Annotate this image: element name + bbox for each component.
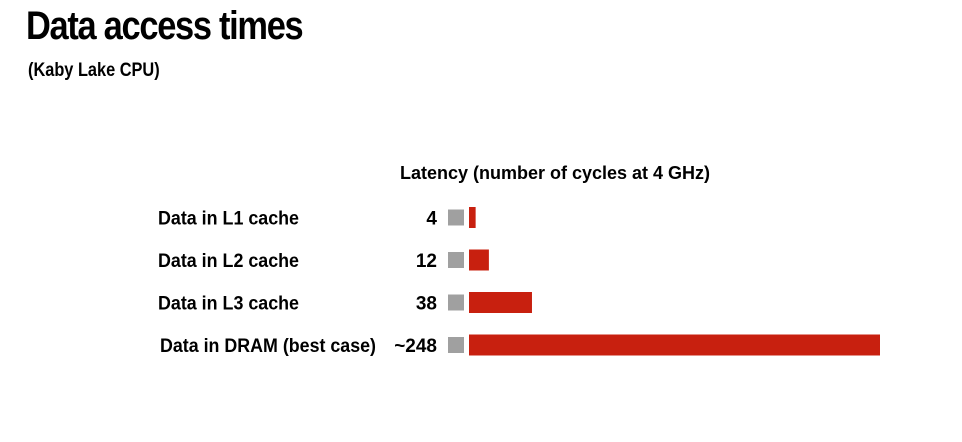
value-label: 4 bbox=[426, 209, 437, 230]
row-marker bbox=[448, 252, 464, 268]
category-label: Data in L3 cache bbox=[158, 294, 299, 315]
latency-bar bbox=[469, 334, 880, 356]
category-label: Data in L1 cache bbox=[158, 209, 299, 230]
value-label: 12 bbox=[416, 251, 437, 272]
latency-bar bbox=[469, 292, 532, 313]
slide-subtitle: (Kaby Lake CPU) bbox=[28, 60, 160, 81]
latency-bar bbox=[469, 207, 476, 228]
value-label: ~248 bbox=[394, 336, 437, 357]
row-marker bbox=[448, 294, 464, 311]
latency-axis-label: Latency (number of cycles at 4 GHz) bbox=[400, 163, 710, 183]
slide-title: Data access times bbox=[26, 4, 304, 48]
chart-rows: Data in L1 cache 4 Data in L2 cache 12 Data … bbox=[158, 207, 880, 357]
category-label: Data in DRAM (best case) bbox=[160, 336, 376, 357]
latency-bar bbox=[469, 249, 489, 271]
category-label: Data in L2 cache bbox=[158, 251, 299, 272]
row-marker bbox=[448, 209, 464, 226]
row-marker bbox=[448, 337, 464, 353]
value-label: 38 bbox=[416, 294, 437, 315]
